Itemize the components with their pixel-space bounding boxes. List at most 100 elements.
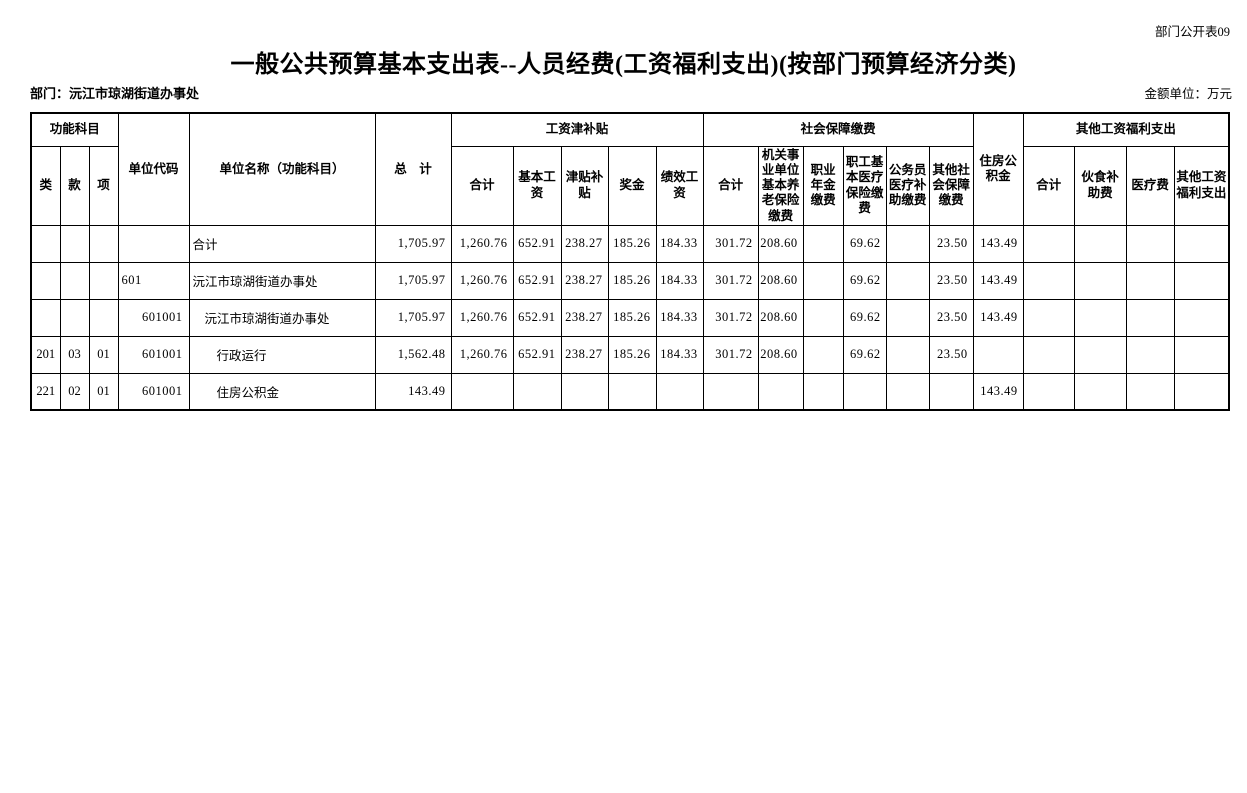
cell-grand-total: 143.49 [374,372,452,411]
cell-xiang [88,224,119,263]
cell-other-total [1022,298,1075,337]
cell-unit-code: 601 [117,261,190,300]
cell-wage-total: 1,260.76 [450,224,514,263]
col-header-functional-subject: 功能科目 [30,112,119,147]
col-header-staff-medical: 职工基本医疗保险缴费 [842,145,887,226]
cell-medical-fee [1125,372,1175,411]
col-group-other-welfare: 其他工资福利支出 [1022,112,1230,147]
budget-table-body: 合计 1,705.97 1,260.76 652.91 238.27 185.26 184.… [30,224,1230,411]
amount-unit-label: 金额单位：万元 [1144,87,1232,101]
cell-xiang [88,261,119,300]
col-header-grand-total: 总 计 [374,112,452,226]
header-row-columns: 类 款 项 合计 基本工资 津贴补贴 奖金 绩效工资 合计 机关事业单位基本养老… [30,145,1230,226]
col-header-kuan: 款 [59,145,90,226]
col-header-xiang: 项 [88,145,119,226]
cell-other-welfare [1173,261,1230,300]
cell-allowance: 238.27 [560,224,609,263]
cell-allowance: 238.27 [560,261,609,300]
cell-meal-subsidy [1073,372,1127,411]
doc-sheet-label: 部门公开表09 [1154,25,1230,39]
cell-other-welfare [1173,372,1230,411]
col-header-performance-wage: 绩效工资 [655,145,704,226]
cell-staff-medical [842,372,887,411]
cell-wage-total: 1,260.76 [450,298,514,337]
cell-grand-total: 1,562.48 [374,335,452,374]
cell-other-total [1022,224,1075,263]
cell-allowance: 238.27 [560,335,609,374]
cell-basic-wage: 652.91 [512,335,562,374]
cell-housing-fund: 143.49 [972,224,1024,263]
cell-lei [30,224,61,263]
cell-wage-total: 1,260.76 [450,335,514,374]
cell-grand-total: 1,705.97 [374,261,452,300]
cell-performance-wage: 184.33 [655,298,704,337]
cell-pension: 208.60 [757,261,804,300]
cell-medical-fee [1125,298,1175,337]
cell-social-total: 301.72 [702,224,759,263]
cell-meal-subsidy [1073,335,1127,374]
cell-pension: 208.60 [757,335,804,374]
cell-kuan [59,298,90,337]
cell-civil-servant-medical [885,261,930,300]
cell-wage-total [450,372,514,411]
cell-bonus [607,372,657,411]
cell-staff-medical: 69.62 [842,224,887,263]
col-header-civil-servant-medical: 公务员医疗补助缴费 [885,145,930,226]
cell-civil-servant-medical [885,335,930,374]
cell-kuan: 02 [59,372,90,411]
cell-pension: 208.60 [757,224,804,263]
cell-civil-servant-medical [885,298,930,337]
cell-performance-wage: 184.33 [655,335,704,374]
cell-unit-name: 合计 [188,224,376,263]
cell-housing-fund: 143.49 [972,372,1024,411]
budget-table: 功能科目 单位代码 单位名称（功能科目） 总 计 工资津补贴 社会保障缴费 住房… [30,112,1231,412]
col-group-social-security: 社会保障缴费 [702,112,974,147]
cell-medical-fee [1125,261,1175,300]
cell-allowance [560,372,609,411]
page-title: 一般公共预算基本支出表--人员经费(工资福利支出)(按部门预算经济分类) [230,52,1017,78]
col-header-other-total: 合计 [1022,145,1075,226]
cell-unit-code [117,224,190,263]
table-row: 合计 1,705.97 1,260.76 652.91 238.27 185.26 184.… [30,224,1230,263]
cell-basic-wage: 652.91 [512,298,562,337]
cell-grand-total: 1,705.97 [374,224,452,263]
cell-bonus: 185.26 [607,335,657,374]
cell-other-total [1022,261,1075,300]
cell-pension [757,372,804,411]
cell-kuan [59,261,90,300]
cell-meal-subsidy [1073,224,1127,263]
cell-social-total [702,372,759,411]
cell-basic-wage [512,372,562,411]
cell-performance-wage [655,372,704,411]
col-header-other-welfare: 其他工资福利支出 [1173,145,1230,226]
cell-staff-medical: 69.62 [842,335,887,374]
col-header-meal-subsidy: 伙食补助费 [1073,145,1127,226]
cell-lei [30,298,61,337]
cell-basic-wage: 652.91 [512,261,562,300]
cell-annuity [802,224,844,263]
cell-other-social: 23.50 [928,335,974,374]
cell-performance-wage: 184.33 [655,224,704,263]
cell-xiang: 01 [88,372,119,411]
cell-unit-name: 沅江市琼湖街道办事处 [188,261,376,300]
cell-unit-name: 沅江市琼湖街道办事处 [188,298,376,337]
cell-allowance: 238.27 [560,298,609,337]
cell-other-welfare [1173,298,1230,337]
cell-civil-servant-medical [885,224,930,263]
cell-unit-code: 601001 [117,335,190,374]
cell-social-total: 301.72 [702,335,759,374]
cell-social-total: 301.72 [702,298,759,337]
cell-unit-name: 住房公积金 [188,372,376,411]
col-header-other-social: 其他社会保障缴费 [928,145,974,226]
cell-other-social: 23.50 [928,298,974,337]
cell-other-welfare [1173,335,1230,374]
table-row: 601 沅江市琼湖街道办事处 1,705.97 1,260.76 652.91 238.2… [30,261,1230,300]
cell-pension: 208.60 [757,298,804,337]
cell-other-social: 23.50 [928,224,974,263]
col-group-wage-allowance: 工资津补贴 [450,112,704,147]
table-row: 601001 沅江市琼湖街道办事处 1,705.97 1,260.76 652.91 23… [30,298,1230,337]
col-header-basic-wage: 基本工资 [512,145,562,226]
cell-staff-medical: 69.62 [842,298,887,337]
col-header-housing-fund: 住房公积金 [972,112,1024,226]
cell-bonus: 185.26 [607,261,657,300]
